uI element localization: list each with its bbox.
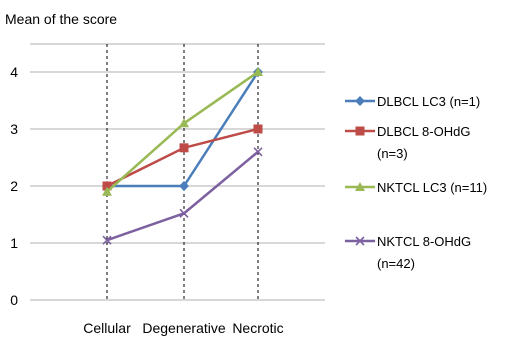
legend-label: DLBCL LC3 (n=1): [377, 94, 480, 109]
legend-marker: [355, 96, 365, 106]
series-2: [102, 67, 263, 196]
x-tick-label: Cellular: [83, 320, 131, 336]
data-point: [102, 235, 112, 245]
legend: DLBCL LC3 (n=1) DLBCL 8-OHdG (n=3) NKTCL LC…: [345, 94, 487, 271]
legend-item: NKTCL LC3 (n=11): [345, 180, 487, 195]
legend-item: DLBCL 8-OHdG (n=3): [345, 124, 470, 161]
y-tick-label: 2: [10, 178, 18, 194]
series-1: [102, 124, 263, 191]
legend-label: (n=42): [377, 256, 415, 271]
legend-marker: [355, 182, 365, 191]
legend-label: NKTCL LC3 (n=11): [377, 180, 487, 195]
y-axis-ticks: 0 1 2 3 4: [10, 64, 18, 308]
y-tick-label: 0: [10, 292, 18, 308]
series-line: [106, 150, 259, 242]
data-point: [102, 181, 112, 191]
legend-label: NKTCL 8-OHdG: [377, 234, 471, 249]
data-point: [179, 118, 189, 128]
data-point: [102, 186, 112, 196]
legend-marker: [355, 126, 365, 136]
y-tick-label: 1: [10, 235, 18, 251]
data-point: [179, 208, 189, 218]
x-axis-ticks: Cellular Degenerative Necrotic: [83, 320, 283, 336]
x-tick-label: Degenerative: [142, 320, 225, 336]
data-point: [179, 143, 189, 153]
data-point: [253, 147, 263, 157]
chart-title: Mean of the score: [5, 11, 117, 27]
series-3: [102, 147, 263, 245]
series-line: [106, 127, 259, 188]
series-group: [102, 67, 263, 245]
data-point: [253, 124, 263, 134]
y-tick-label: 4: [10, 64, 18, 80]
data-point: [179, 181, 189, 191]
data-point: [253, 67, 263, 76]
legend-label: DLBCL 8-OHdG: [377, 124, 470, 139]
gridlines: [30, 43, 325, 301]
legend-item: DLBCL LC3 (n=1): [345, 94, 480, 109]
legend-label: (n=3): [377, 146, 408, 161]
category-dividers: [106, 44, 259, 300]
legend-item: NKTCL 8-OHdG (n=42): [345, 234, 471, 271]
y-tick-label: 3: [10, 121, 18, 137]
legend-marker: [355, 236, 365, 246]
x-tick-label: Necrotic: [232, 320, 283, 336]
